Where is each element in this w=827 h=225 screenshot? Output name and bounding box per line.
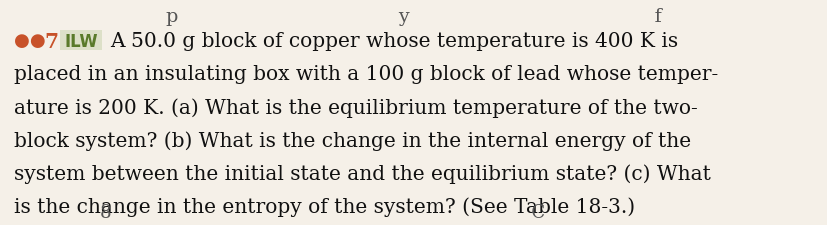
Text: placed in an insulating box with a 100 g block of lead whose temper-: placed in an insulating box with a 100 g… xyxy=(14,65,717,84)
Text: ILW: ILW xyxy=(65,33,98,51)
FancyBboxPatch shape xyxy=(60,31,102,51)
Text: block system? (b) What is the change in the internal energy of the: block system? (b) What is the change in … xyxy=(14,130,691,150)
Text: 8                                                                         C: 8 C xyxy=(100,203,545,221)
Text: ature is 200 K. (a) What is the equilibrium temperature of the two-: ature is 200 K. (a) What is the equilibr… xyxy=(14,98,697,117)
Text: is the change in the entropy of the system? (See Table 18-3.): is the change in the entropy of the syst… xyxy=(14,196,634,216)
Text: ●●: ●● xyxy=(14,32,45,50)
Text: 7: 7 xyxy=(44,32,58,52)
Text: system between the initial state and the equilibrium state? (c) What: system between the initial state and the… xyxy=(14,163,710,183)
Text: p                                    y                                        f: p y f xyxy=(166,8,661,26)
Text: A 50.0 g block of copper whose temperature is 400 K is: A 50.0 g block of copper whose temperatu… xyxy=(110,32,677,51)
